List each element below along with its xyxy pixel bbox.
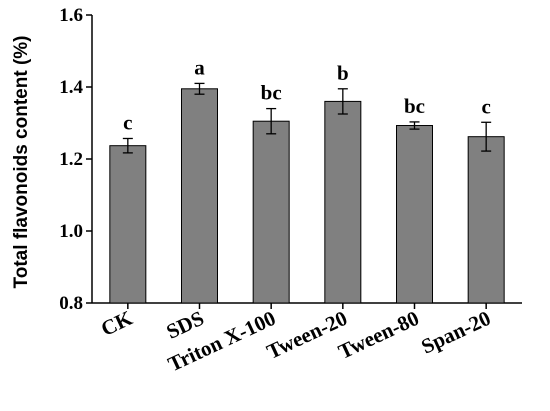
significance-label: a bbox=[194, 55, 205, 79]
significance-labels: c a bc b bc c bbox=[123, 55, 491, 134]
category-label: Tween-80 bbox=[335, 306, 423, 364]
category-label: CK bbox=[97, 305, 136, 340]
y-axis: 0.8 1.0 1.2 1.4 1.6 bbox=[59, 5, 93, 314]
x-axis bbox=[92, 302, 522, 309]
y-tick-label: 1.4 bbox=[59, 77, 83, 98]
bar-span-20 bbox=[467, 136, 505, 304]
significance-label: bc bbox=[404, 94, 425, 118]
error-bar bbox=[481, 121, 492, 152]
y-tick-label: 1.2 bbox=[59, 149, 83, 170]
bars bbox=[109, 88, 505, 304]
y-tick-label: 1.0 bbox=[59, 221, 83, 242]
y-axis-title: Total flavonoids content (%) bbox=[11, 36, 32, 289]
significance-label: b bbox=[337, 61, 349, 85]
error-bar bbox=[409, 121, 420, 130]
bar-triton-x-100 bbox=[252, 120, 290, 304]
bar-tween-20 bbox=[324, 100, 362, 304]
bar-ck bbox=[109, 145, 147, 304]
error-bar bbox=[122, 137, 133, 154]
error-bars bbox=[122, 82, 492, 154]
error-bar bbox=[194, 82, 205, 95]
category-label: Span-20 bbox=[417, 306, 494, 359]
error-bar bbox=[337, 88, 348, 115]
error-bar bbox=[266, 107, 277, 135]
significance-label: c bbox=[123, 110, 132, 134]
significance-label: bc bbox=[261, 81, 282, 105]
category-label: Tween-20 bbox=[263, 306, 351, 364]
bar-sds bbox=[181, 88, 218, 304]
bar-tween-80 bbox=[396, 125, 433, 304]
significance-label: c bbox=[482, 94, 491, 118]
y-tick-label: 0.8 bbox=[59, 293, 83, 314]
y-tick-label: 1.6 bbox=[59, 5, 83, 26]
